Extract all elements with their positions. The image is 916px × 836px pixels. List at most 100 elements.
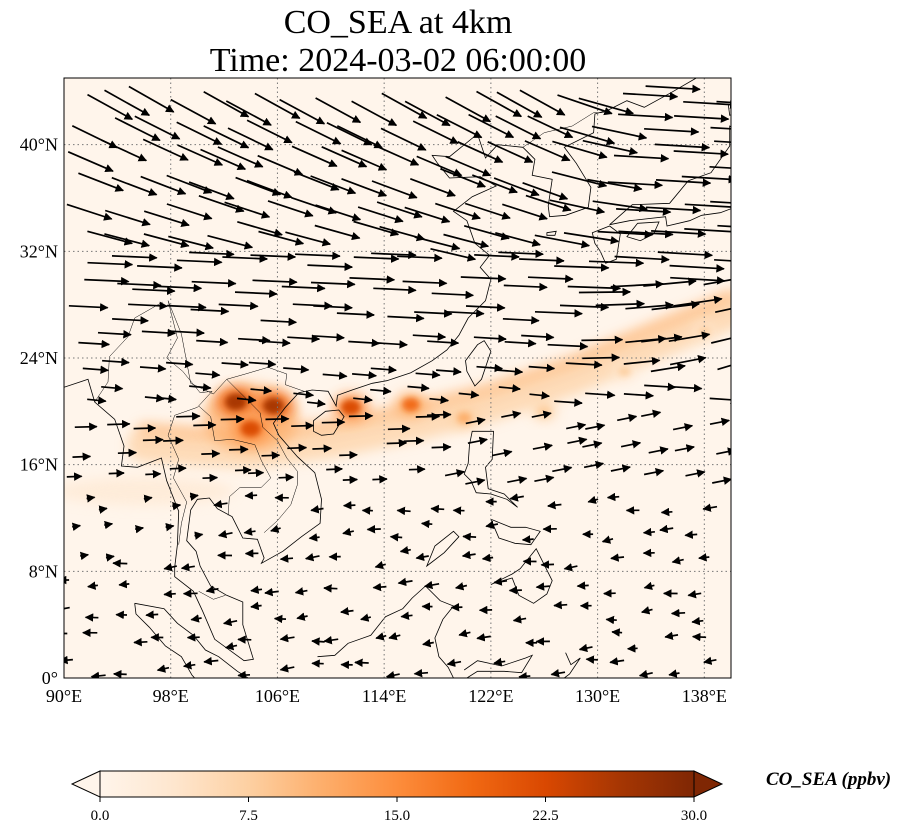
wind-arrow-312 [191, 279, 237, 288]
wind-arrow-108 [671, 556, 684, 565]
wind-arrow-228 [307, 399, 326, 408]
chart-title: CO_SEA at 4km [283, 4, 513, 41]
wind-arrow-120 [366, 524, 381, 534]
wind-arrow-178 [142, 435, 164, 445]
wind-arrow-337 [295, 251, 341, 261]
wind-arrow-390 [549, 199, 606, 215]
wind-arrow-197 [716, 447, 731, 456]
coast-palawan [425, 530, 460, 568]
wind-arrow-365 [463, 224, 510, 241]
wind-arrow-129 [642, 527, 655, 537]
wind-arrow-39 [578, 643, 593, 653]
chart-subtitle: Time: 2024-03-02 06:00:00 [209, 42, 587, 79]
wind-arrow-398 [140, 175, 187, 196]
wind-arrow-400 [188, 181, 235, 201]
wind-arrow-99 [399, 545, 411, 555]
wind-arrow-258 [565, 360, 603, 369]
wind-arrow-394 [684, 203, 731, 208]
wind-arrow-96 [304, 553, 320, 562]
wind-arrow-444 [203, 125, 250, 149]
wind-arrow-441 [114, 117, 161, 142]
wind-arrow-310 [132, 286, 176, 296]
wind-arrow-165 [408, 465, 426, 474]
wind-arrow-314 [252, 277, 298, 287]
wind-arrow-218 [672, 423, 694, 432]
wind-arrow-62 [605, 615, 617, 625]
wind-arrow-350 [669, 264, 725, 273]
wind-arrow-54 [360, 613, 371, 622]
wind-arrow-112 [134, 524, 145, 534]
wind-arrow-472 [381, 92, 428, 119]
wind-arrow-167 [465, 477, 486, 486]
wind-arrow-128 [601, 535, 614, 544]
wind-arrow-377 [166, 203, 213, 221]
wind-arrow-477 [519, 89, 566, 116]
wind-arrow-423 [217, 146, 264, 168]
wind-arrow-121 [389, 532, 403, 542]
wind-arrow-257 [528, 363, 556, 373]
wind-arrow-252 [370, 365, 397, 374]
wind-arrow-203 [220, 414, 245, 424]
wind-arrow-248 [248, 359, 277, 369]
wind-arrow-21 [703, 656, 717, 665]
wind-arrow-256 [497, 367, 524, 376]
wind-arrow-460 [674, 114, 730, 123]
wind-arrow-384 [376, 201, 423, 219]
wind-arrow-133 [98, 505, 108, 514]
wind-arrow-157 [169, 464, 187, 473]
wind-arrow-226 [250, 386, 273, 395]
wind-arrow-401 [235, 176, 282, 196]
wind-arrow-12 [413, 668, 429, 678]
wind-arrow-118 [308, 533, 320, 542]
wind-arrow-330 [87, 260, 134, 269]
wind-arrow-18 [609, 657, 625, 666]
wind-arrow-162 [326, 464, 344, 474]
coast-honshu-south [609, 208, 731, 227]
wind-arrow-185 [339, 450, 358, 460]
wind-arrow-331 [111, 253, 158, 262]
wind-arrow-461 [710, 126, 731, 130]
wind-arrow-36 [476, 633, 491, 642]
wind-arrow-1 [90, 671, 106, 678]
wind-arrow-369 [597, 230, 654, 239]
wind-arrow-478 [557, 94, 613, 116]
wind-arrow-291 [218, 301, 259, 311]
wind-arrow-327 [643, 277, 697, 287]
wind-arrow-405 [341, 178, 388, 197]
wind-arrow-116 [243, 527, 256, 536]
wind-arrow-391 [592, 200, 648, 213]
wind-arrow-323 [527, 274, 574, 284]
wind-arrow-346 [554, 263, 610, 272]
wind-arrow-338 [307, 262, 354, 272]
wind-arrow-176 [72, 452, 92, 461]
wind-arrow-442 [134, 115, 181, 140]
coast-jeju [546, 230, 557, 236]
wind-arrow-283 [641, 333, 683, 343]
wind-arrow-366 [495, 231, 541, 247]
wind-arrow-7 [279, 664, 295, 673]
wind-arrow-100 [415, 552, 429, 562]
wind-arrow-427 [341, 149, 388, 171]
wind-arrow-418 [67, 151, 114, 173]
coast-mainland-asia [64, 78, 697, 662]
wind-arrow-352 [87, 230, 134, 246]
wind-arrow-407 [409, 178, 456, 197]
wind-arrow-245 [166, 359, 194, 369]
wind-arrow-13 [446, 658, 462, 667]
wind-arrow-321 [460, 274, 507, 283]
wind-arrow-175 [712, 476, 731, 485]
wind-arrow-277 [473, 334, 507, 343]
wind-arrow-300 [502, 316, 540, 325]
wind-arrow-152 [660, 507, 673, 517]
wind-arrow-160 [247, 468, 265, 478]
wind-arrow-319 [402, 278, 448, 288]
wind-arrow-417 [709, 165, 731, 169]
wind-arrow-161 [278, 473, 295, 482]
wind-arrow-475 [476, 90, 523, 118]
wind-arrow-345 [519, 256, 565, 265]
wind-arrow-154 [66, 472, 83, 481]
wind-arrow-250 [322, 371, 348, 380]
colorbar-max-extend [693, 770, 724, 798]
colorbar-label: CO_SEA (ppbv) [766, 769, 892, 790]
coast-sumatra [134, 602, 249, 678]
